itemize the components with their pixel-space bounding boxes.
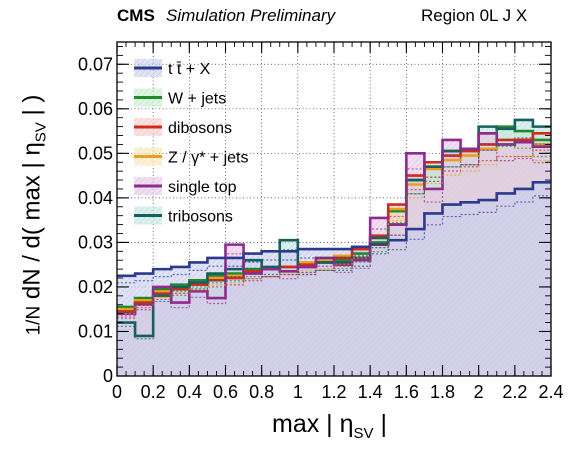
x-tick-label: 0 (112, 382, 122, 402)
y-tick-label: 0.07 (78, 54, 113, 74)
x-tick-label: 1.2 (321, 382, 346, 402)
region-label: Region 0L J X (421, 6, 528, 25)
x-tick-label: 2.2 (502, 382, 527, 402)
series-unc-4 (117, 149, 551, 319)
legend: t t̄ + X W + jets dibosons Z / γ* + jets sin… (134, 59, 248, 226)
legend-label: Z / γ* + jets (168, 150, 248, 167)
y-tick-label: 0 (103, 366, 113, 386)
x-tick-label: 0.8 (249, 382, 274, 402)
x-tick-label: 1 (293, 382, 303, 402)
histogram-lines (117, 118, 551, 340)
y-tick-label: 0.01 (78, 321, 113, 341)
y-axis-title: 1/N dN / d( max | ηSV | ) (18, 94, 50, 336)
x-tick-label: 0.2 (141, 382, 166, 402)
y-tick-label: 0.03 (78, 232, 113, 252)
x-tick-label: 2 (474, 382, 484, 402)
x-tick-label: 1.4 (358, 382, 383, 402)
series-unc-0 (117, 195, 551, 284)
series-line-0 (117, 180, 551, 278)
x-tick-label: 0.4 (177, 382, 202, 402)
x-tick-label: 0.6 (213, 382, 238, 402)
y-tick-label: 0.06 (78, 99, 113, 119)
x-tick-label: 1.6 (394, 382, 419, 402)
y-tick-label: 0.05 (78, 143, 113, 163)
axes: 0 0.2 0.4 0.6 0.8 1 1.2 1.4 1.6 1.8 2 2.2 2.4 0 0.01 0.… (78, 42, 564, 402)
histogram-fill-0 (117, 182, 551, 376)
legend-label: W + jets (168, 91, 226, 108)
experiment-label: CMS (117, 6, 155, 25)
legend-label: single top (168, 179, 237, 196)
y-tick-label: 0.04 (78, 188, 113, 208)
x-tick-label: 2.4 (538, 382, 563, 402)
status-label: Simulation Preliminary (166, 6, 336, 25)
legend-label: tribosons (168, 209, 233, 226)
y-tick-label: 0.02 (78, 277, 113, 297)
legend-label: t t̄ + X (168, 61, 211, 78)
legend-label: dibosons (168, 120, 232, 137)
x-tick-label: 1.8 (430, 382, 455, 402)
x-axis-title: max | ηSV | (272, 410, 387, 442)
